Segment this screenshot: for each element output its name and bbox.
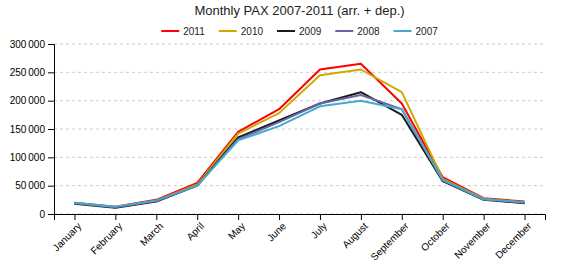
legend-label: 2009 — [299, 26, 322, 37]
series-line — [74, 101, 524, 207]
grid-line — [54, 100, 545, 101]
x-tick-mark — [115, 214, 116, 220]
y-axis-line — [48, 45, 55, 215]
x-tick-mark — [74, 214, 75, 220]
y-axis: 0 50 000 100 000 150 000 200 000 250 000 300 0… — [10, 39, 55, 220]
grid-line — [54, 185, 545, 186]
x-tick-label: April — [184, 220, 206, 242]
x-tick-label: November — [452, 220, 493, 261]
legend-swatch — [219, 30, 237, 32]
x-tick: January — [51, 214, 84, 253]
x-tick-label: May — [226, 220, 247, 241]
x-tick-label: August — [340, 220, 370, 250]
x-tick-label: February — [88, 220, 124, 256]
legend-swatch — [161, 30, 179, 32]
x-tick-mark — [279, 214, 280, 220]
x-tick-mark — [361, 214, 362, 220]
chart: Monthly PAX 2007-2011 (arr. + dep.) 0 50 0… — [0, 0, 561, 266]
x-tick-label: June — [265, 220, 288, 243]
y-tick-label: 100 000 — [10, 152, 46, 163]
legend-item: 2008 — [335, 26, 380, 37]
series-line — [74, 70, 524, 208]
x-tick-label: September — [368, 220, 411, 263]
x-tick: October — [419, 214, 452, 253]
x-tick-label: January — [51, 220, 84, 253]
x-tick-mark — [484, 214, 485, 220]
x-tick-mark — [197, 214, 198, 220]
legend-item: 2009 — [277, 26, 322, 37]
legend: 2011 2010 2009 2008 2007 — [161, 26, 438, 37]
x-tick-mark — [402, 214, 403, 220]
y-tick-mark — [48, 129, 54, 130]
y-tick: 50 000 — [15, 180, 54, 191]
x-tick-mark — [238, 214, 239, 220]
x-tick-label: March — [138, 220, 165, 247]
x-tick-mark — [156, 214, 157, 220]
y-tick-mark — [48, 214, 54, 215]
x-tick: March — [138, 214, 165, 248]
x-tick: June — [265, 214, 288, 243]
grid-line — [54, 72, 545, 73]
grid-line — [54, 129, 545, 130]
x-tick-label: December — [493, 220, 534, 261]
chart-title: Monthly PAX 2007-2011 (arr. + dep.) — [194, 3, 404, 18]
x-tick-mark — [525, 214, 526, 220]
x-axis-line — [55, 215, 546, 221]
x-tick-label: July — [309, 220, 329, 240]
y-tick: 0 — [39, 209, 54, 220]
x-axis: JanuaryFebruary March April May June July Augu… — [51, 214, 546, 263]
x-tick: November — [452, 214, 493, 261]
series-line — [74, 95, 524, 207]
y-tick-label: 50 000 — [15, 180, 45, 191]
legend-label: 2010 — [241, 26, 264, 37]
grid-line — [54, 44, 545, 45]
x-tick: August — [340, 214, 370, 250]
y-tick: 150 000 — [10, 124, 54, 135]
y-tick-mark — [48, 101, 54, 102]
grid — [54, 44, 545, 214]
legend-swatch — [335, 30, 353, 32]
legend-item: 2007 — [394, 26, 439, 37]
legend-label: 2007 — [416, 26, 439, 37]
y-tick-mark — [48, 72, 54, 73]
x-tick-label: October — [419, 220, 452, 253]
y-tick-label: 200 000 — [10, 95, 46, 106]
legend-swatch — [277, 30, 295, 32]
y-tick: 100 000 — [10, 152, 54, 163]
series-line — [74, 92, 524, 208]
legend-label: 2008 — [357, 26, 380, 37]
y-tick-label: 150 000 — [10, 124, 46, 135]
y-tick-label: 0 — [39, 209, 45, 220]
y-tick-label: 300 000 — [10, 39, 46, 50]
lines — [74, 64, 524, 208]
x-tick: December — [493, 214, 534, 261]
x-tick-mark — [443, 214, 444, 220]
y-tick: 200 000 — [10, 95, 54, 106]
y-tick-label: 250 000 — [10, 67, 46, 78]
x-tick: July — [309, 214, 329, 241]
x-tick: September — [368, 214, 411, 263]
legend-swatch — [394, 30, 412, 32]
y-tick: 250 000 — [10, 67, 54, 78]
y-tick: 300 000 — [10, 39, 54, 50]
y-tick-mark — [48, 44, 54, 45]
x-tick: April — [184, 214, 206, 242]
y-tick-mark — [48, 186, 54, 187]
legend-label: 2011 — [183, 26, 205, 37]
grid-line — [54, 157, 545, 158]
x-tick: February — [88, 214, 124, 256]
series-line — [74, 64, 524, 207]
x-tick-mark — [320, 214, 321, 220]
plot-area: 0 50 000 100 000 150 000 200 000 250 000 300 0… — [10, 39, 546, 263]
legend-item: 2011 — [161, 26, 205, 37]
y-tick-mark — [48, 157, 54, 158]
x-tick: May — [226, 214, 247, 242]
legend-item: 2010 — [219, 26, 264, 37]
